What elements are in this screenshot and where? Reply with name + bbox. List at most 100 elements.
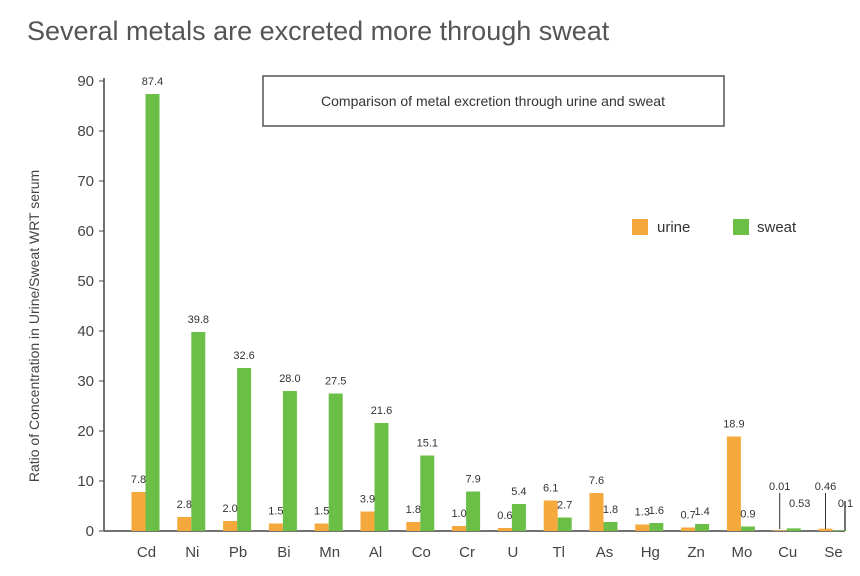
data-label-sweat-Mo: 0.9	[740, 509, 755, 521]
data-label-urine-Cr: 1.0	[451, 508, 466, 520]
data-label-sweat-Pb: 32.6	[233, 350, 254, 362]
data-label-sweat-Al: 21.6	[371, 405, 392, 417]
x-tick-label: Zn	[687, 544, 705, 561]
x-tick-label: Pb	[229, 544, 247, 561]
y-axis: 0 10 20 30 40 50 60 70 80 90	[77, 73, 105, 540]
bar-urine-Se	[818, 528, 833, 531]
y-tick-label: 90	[77, 73, 94, 90]
legend-label-urine: urine	[657, 219, 690, 236]
bar-sweat-Hg	[649, 523, 664, 531]
y-tick-label: 30	[77, 373, 94, 390]
legend-swatch-sweat	[733, 219, 749, 235]
bar-urine-Bi	[268, 523, 283, 531]
x-tick-label: Co	[412, 544, 431, 561]
bar-urine-Al	[360, 511, 375, 531]
x-tick-label: Ni	[185, 544, 199, 561]
data-label-urine-Co: 1.8	[406, 504, 421, 516]
bar-urine-Pb	[223, 521, 238, 531]
x-tick-label: Cr	[459, 544, 475, 561]
y-tick-label: 70	[77, 173, 94, 190]
data-label-sweat-Co: 15.1	[417, 438, 438, 450]
data-label-urine-Cu: 0.01	[769, 481, 790, 493]
x-tick-label: Tl	[552, 544, 565, 561]
data-label-sweat-As: 1.8	[603, 504, 618, 516]
y-tick-label: 60	[77, 223, 94, 240]
bar-sweat-Ni	[191, 332, 206, 531]
x-tick-label: As	[596, 544, 614, 561]
x-tick-label: U	[507, 544, 518, 561]
data-label-urine-Bi: 1.5	[268, 506, 283, 518]
data-label-sweat-Hg: 1.6	[649, 505, 664, 517]
legend: urine sweat	[632, 219, 797, 236]
x-tick-label: Mo	[731, 544, 752, 561]
bar-sweat-Cr	[466, 491, 481, 531]
y-tick-label: 40	[77, 323, 94, 340]
bar-sweat-Al	[374, 423, 389, 531]
bar-urine-U	[497, 528, 512, 531]
bar-sweat-Mn	[328, 393, 343, 531]
y-tick-label: 50	[77, 273, 94, 290]
x-tick-label: Al	[369, 544, 382, 561]
bar-urine-Cu	[772, 530, 787, 531]
data-label-urine-Pb: 2.0	[222, 503, 237, 515]
bar-sweat-Cu	[786, 528, 801, 531]
bar-urine-Tl	[543, 500, 558, 531]
data-label-sweat-Zn: 1.4	[694, 506, 709, 518]
data-label-urine-Tl: 6.1	[543, 483, 558, 495]
bar-urine-Hg	[635, 524, 650, 531]
x-tick-label: Mn	[319, 544, 340, 561]
data-labels: 7.8 87.4 2.8 39.8 2.0 32.6 1.5 28.0 1.5 27.5 3.9 21…	[131, 76, 853, 529]
data-label-sweat-Cu: 0.53	[789, 498, 810, 510]
data-label-sweat-Se: 0.1	[838, 498, 853, 510]
bar-urine-Mn	[314, 523, 329, 531]
legend-label-sweat: sweat	[757, 219, 797, 236]
data-label-urine-Al: 3.9	[360, 494, 375, 506]
data-label-sweat-Ni: 39.8	[188, 314, 209, 326]
data-label-urine-Cd: 7.8	[131, 474, 146, 486]
bar-sweat-As	[603, 522, 618, 531]
bar-urine-Mo	[726, 436, 741, 531]
bar-sweat-Tl	[557, 517, 572, 531]
bar-sweat-Pb	[237, 368, 252, 531]
chart-subtitle: Comparison of metal excretion through ur…	[321, 93, 665, 109]
data-label-sweat-Bi: 28.0	[279, 373, 300, 385]
bar-sweat-Bi	[282, 391, 297, 531]
x-tick-label: Cd	[137, 544, 156, 561]
y-tick-label: 10	[77, 473, 94, 490]
bar-urine-Cr	[452, 526, 467, 531]
data-label-urine-As: 7.6	[589, 475, 604, 487]
bar-sweat-Cd	[145, 94, 160, 531]
x-tick-label: Bi	[277, 544, 290, 561]
bar-sweat-Zn	[695, 524, 710, 531]
bar-urine-As	[589, 493, 604, 531]
x-axis: Cd Ni Pb Bi Mn Al Co Cr U Tl As Hg Zn Mo Cu Se	[104, 501, 846, 561]
y-tick-label: 80	[77, 123, 94, 140]
subtitle-frame	[262, 75, 725, 127]
legend-swatch-urine	[632, 219, 648, 235]
x-tick-label: Hg	[641, 544, 660, 561]
data-label-urine-Mo: 18.9	[723, 419, 744, 431]
y-tick-label: 20	[77, 423, 94, 440]
data-label-sweat-Mn: 27.5	[325, 376, 346, 388]
data-label-urine-Se: 0.46	[815, 481, 836, 493]
data-label-sweat-U: 5.4	[511, 486, 526, 498]
x-tick-label: Cu	[778, 544, 797, 561]
bar-sweat-U	[511, 504, 526, 531]
data-label-urine-Hg: 1.3	[635, 507, 650, 519]
bar-urine-Cd	[131, 492, 146, 531]
subtitle-box: Comparison of metal excretion through ur…	[262, 75, 725, 127]
data-label-urine-Zn: 0.7	[680, 510, 695, 522]
data-label-sweat-Tl: 2.7	[557, 500, 572, 512]
data-label-urine-Ni: 2.8	[177, 499, 192, 511]
data-label-sweat-Cd: 87.4	[142, 76, 163, 88]
chart-title: Several metals are excreted more through…	[27, 16, 610, 46]
bar-sweat-Mo	[740, 526, 755, 531]
x-tick-label: Se	[824, 544, 842, 561]
bars	[131, 94, 847, 531]
bar-sweat-Se	[832, 530, 847, 531]
data-label-urine-U: 0.6	[497, 510, 512, 522]
data-label-urine-Mn: 1.5	[314, 506, 329, 518]
y-axis-label: Ratio of Concentration in Urine/Sweat WR…	[26, 170, 42, 482]
y-tick-label: 0	[86, 523, 94, 540]
